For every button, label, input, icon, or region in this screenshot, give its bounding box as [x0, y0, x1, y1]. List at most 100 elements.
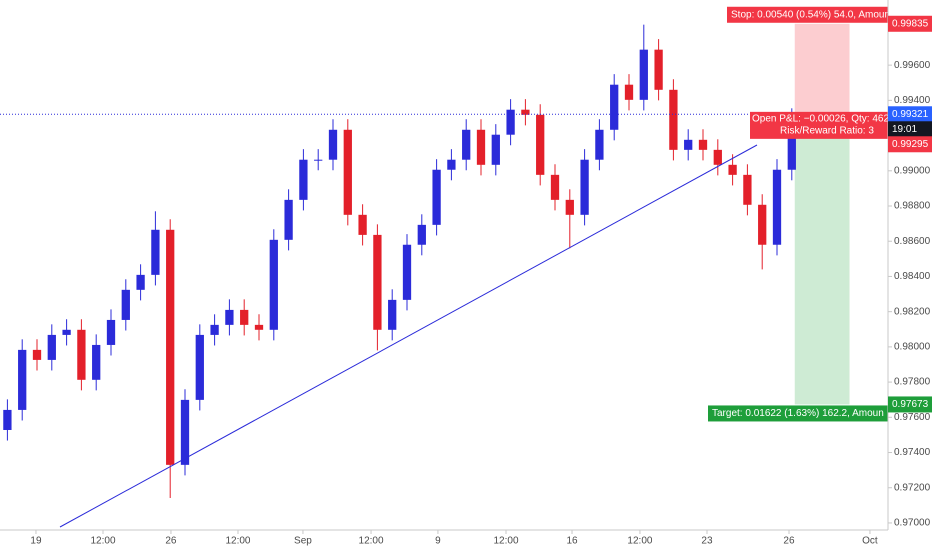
- candle-body: [151, 229, 160, 275]
- rr-text: Risk/Reward Ratio: 3: [780, 125, 874, 136]
- risk-zone: [794, 23, 850, 119]
- candle-body: [299, 159, 308, 200]
- candle-body: [684, 139, 693, 150]
- candle-body: [284, 199, 293, 240]
- x-tick-label: 26: [783, 536, 795, 547]
- candle-body: [62, 329, 71, 335]
- last-price-label: 0.99295: [892, 139, 929, 150]
- candle-body: [521, 109, 530, 115]
- x-tick-label: Sep: [294, 536, 312, 547]
- target-price-label: 0.97673: [892, 399, 929, 410]
- candle-body: [698, 139, 708, 150]
- x-tick-label: Oct: [862, 536, 878, 547]
- y-tick-label: 0.98600: [894, 236, 931, 247]
- axes: 0.97000 0.97200 0.97400 0.97600 0.97800 0.980…: [30, 15, 932, 547]
- y-tick-label: 0.97600: [894, 412, 931, 423]
- candle-body: [47, 334, 56, 360]
- target-box: [708, 405, 888, 422]
- candle-body: [269, 239, 278, 330]
- candle-body: [432, 169, 441, 225]
- candle-body: [654, 49, 663, 90]
- candle-body: [624, 84, 634, 100]
- stop-price-label-box: [888, 15, 932, 32]
- candle-body: [121, 289, 130, 320]
- candle-body: [462, 129, 471, 160]
- target-text: Target: 0.01622 (1.63%) 162.2, Amoun: [712, 408, 884, 419]
- candle-body: [595, 129, 604, 160]
- y-tick-label: 0.97400: [894, 447, 931, 458]
- x-tick-label: 23: [701, 536, 713, 547]
- candle-body: [210, 324, 219, 335]
- candle-body: [32, 349, 42, 360]
- candle-body: [373, 234, 382, 330]
- candle-body: [506, 109, 515, 135]
- y-tick-label: 0.97000: [894, 518, 931, 529]
- candle-body: [402, 244, 412, 300]
- countdown-label: 19:01: [892, 124, 917, 135]
- price-line-label-box: [888, 106, 932, 123]
- candle-body: [669, 89, 678, 150]
- y-tick-label: 0.99400: [894, 95, 931, 106]
- candle-body: [240, 309, 249, 325]
- candle-body: [18, 349, 27, 410]
- candle-body: [343, 129, 352, 215]
- candle-body: [92, 344, 101, 380]
- candle-body: [565, 199, 574, 215]
- candle-body: [106, 319, 116, 345]
- x-tick-label: 12:00: [359, 536, 384, 547]
- candle-body: [254, 324, 264, 330]
- candle-body: [166, 229, 175, 465]
- pnl-box: [750, 111, 888, 139]
- candle-body: [77, 329, 86, 380]
- candle-body: [758, 204, 767, 245]
- x-tick-label: 16: [566, 536, 578, 547]
- reward-zone: [794, 118, 850, 405]
- y-tick-label: 0.97800: [894, 377, 931, 388]
- candle-body: [180, 399, 190, 465]
- candle-body: [639, 49, 648, 100]
- candle-body: [447, 159, 456, 170]
- candle-body: [536, 114, 545, 175]
- pnl-text: Open P&L: −0.00026, Qty: 462: [752, 113, 889, 124]
- candle-body: [787, 118, 796, 170]
- candle-body: [358, 214, 367, 235]
- countdown-label-box: [888, 121, 932, 138]
- candle-body: [772, 169, 782, 245]
- candle-body: [491, 134, 500, 165]
- candle-body: [417, 224, 426, 245]
- y-tick-label: 0.99000: [894, 165, 931, 176]
- position-zones: [794, 23, 850, 405]
- candles: [3, 24, 796, 498]
- stop-price-label: 0.99835: [892, 18, 929, 29]
- target-price-label-box: [888, 396, 932, 413]
- candle-body: [580, 159, 589, 215]
- y-tick-label: 0.98000: [894, 342, 931, 353]
- candle-body: [610, 84, 619, 130]
- y-tick-label: 0.98200: [894, 306, 931, 317]
- last-price-label-box: [888, 136, 932, 153]
- x-tick-label: 19: [30, 536, 42, 547]
- stop-text: Stop: 0.00540 (0.54%) 54.0, Amoun: [731, 9, 890, 20]
- x-tick-label: 12:00: [627, 536, 652, 547]
- trend-line: [59, 144, 758, 528]
- candle-body: [3, 409, 12, 430]
- x-tick-label: 12:00: [493, 536, 518, 547]
- candle-body: [314, 159, 323, 161]
- candle-body: [195, 334, 204, 400]
- x-tick-label: 9: [435, 536, 441, 547]
- candle-body: [388, 299, 397, 330]
- candle-body: [713, 149, 722, 165]
- x-tick-label: 12:00: [90, 536, 115, 547]
- y-tick-label: 0.98800: [894, 201, 931, 212]
- stop-box: [727, 6, 888, 23]
- y-tick-label: 0.97200: [894, 482, 931, 493]
- candle-body: [743, 174, 752, 205]
- x-tick-label: 12:00: [225, 536, 250, 547]
- candle-body: [328, 129, 338, 160]
- candle-body: [476, 129, 486, 165]
- y-tick-label: 0.99600: [894, 60, 931, 71]
- x-tick-label: 26: [165, 536, 177, 547]
- candle-body: [136, 274, 145, 290]
- price-line-label: 0.99321: [892, 109, 929, 120]
